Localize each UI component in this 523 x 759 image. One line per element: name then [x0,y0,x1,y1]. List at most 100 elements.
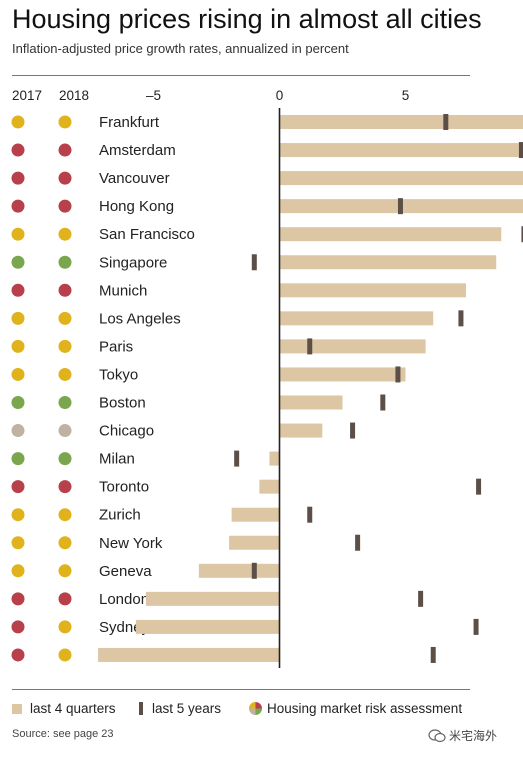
risk-dot-2018 [58,508,72,522]
legend-risk-label: Housing market risk assessment [267,701,463,716]
x-axis: –5051015 [146,88,410,668]
housing-chart: 2017 2018 Frankfurt Amsterdam Vancouver Hong… [11,88,523,668]
legend-item-ticks: last 5 years [139,701,221,716]
city-label: Singapore [99,254,167,271]
risk-dot-2017 [11,452,25,466]
tick-last-5-years [443,114,449,130]
legend-item-risk: Housing market risk assessment [249,701,462,716]
risk-dot-2018 [58,564,72,578]
chart-row: Toronto [11,478,482,496]
legend-bar-label: last 4 quarters [30,701,116,716]
risk-dot-2018 [58,143,72,157]
risk-dot-2018 [58,115,72,129]
bar-last-4-quarters [279,143,523,158]
bar-last-4-quarters [145,591,280,606]
chart-subtitle: Inflation-adjusted price growth rates, a… [12,41,349,56]
tick-last-5-years [350,422,356,439]
risk-dot-2017 [11,648,25,662]
risk-dot-2017 [11,311,25,325]
risk-dot-2018 [58,283,72,297]
tick-last-5-years [397,198,403,215]
risk-dot-2018 [58,227,72,241]
chart-row: Singapore [11,254,497,271]
risk-dot-2017 [11,339,25,353]
city-label: Paris [99,338,133,355]
risk-dot-2017 [11,143,25,157]
risk-dot-2017 [11,564,25,578]
bar-last-4-quarters [279,227,502,242]
tick-last-5-years [251,562,257,579]
risk-dot-2018 [58,536,72,550]
risk-dot-2018 [58,367,72,381]
top-rule [12,75,470,76]
column-headers: 2017 2018 [12,88,89,103]
risk-dot-2017 [11,171,25,185]
x-tick-label: –5 [146,88,161,103]
chart-row: Tokyo [11,366,406,383]
bar-last-4-quarters [259,479,280,494]
risk-dot-2018 [58,171,72,185]
bar-last-4-quarters [279,311,434,326]
chart-row: Stockholm [11,646,436,664]
chart-row: San Francisco [11,226,523,243]
tick-last-5-years [521,226,523,243]
city-label: New York [99,535,163,552]
chart-row: Zurich [11,506,313,524]
risk-dot-2018 [58,480,72,494]
x-tick-label: 0 [276,88,284,103]
tick-last-5-years [476,478,482,495]
chart-row: Milan [11,450,280,468]
chart-row: New York [11,534,361,552]
risk-dot-2017 [11,199,25,213]
chart-title: Housing prices rising in almost all citi… [12,4,482,34]
bar-last-4-quarters [279,423,323,438]
city-label: Milan [99,451,135,468]
city-label: Vancouver [99,170,170,187]
risk-dot-2018 [58,620,72,634]
bar-last-4-quarters [279,255,497,270]
risk-dot-2018 [58,311,72,325]
city-label: Munich [99,282,147,299]
chart-row: Frankfurt [11,114,523,131]
x-tick-label: 5 [402,88,410,103]
source-note: Source: see page 23 [12,728,114,740]
year-label-2018: 2018 [59,88,89,103]
tick-last-5-years [430,646,436,663]
bar-last-4-quarters [135,619,280,634]
chart-row: Hong Kong [11,198,523,215]
watermark: 米宅海外 [428,727,497,744]
legend-item-bars: last 4 quarters [12,701,116,716]
risk-dot-2017 [11,255,25,269]
risk-dot-2018 [58,255,72,269]
tick-last-5-years [251,254,257,271]
chart-row: Chicago [11,422,356,440]
tick-last-5-years [395,366,401,383]
bar-last-4-quarters [279,283,466,298]
tick-last-5-years [355,534,361,551]
bar-last-4-quarters [198,563,280,578]
chart-row: London [11,590,424,608]
risk-dot-2017 [11,424,25,438]
legend-bar-swatch [12,704,22,714]
risk-dot-2017 [11,227,25,241]
city-label: Toronto [99,479,149,496]
risk-dot-2018 [58,199,72,213]
watermark-text: 米宅海外 [449,729,498,743]
legend-tick-label: last 5 years [152,701,222,716]
risk-dot-2017 [11,508,25,522]
bar-last-4-quarters [269,451,280,466]
year-label-2017: 2017 [12,88,42,103]
risk-dot-2018 [58,452,72,466]
risk-dot-2018 [58,396,72,409]
risk-dot-2018 [58,648,72,662]
city-label: Tokyo [99,366,138,383]
city-label: Boston [99,395,146,412]
legend: last 4 quarters last 5 years Housing mar… [12,701,482,719]
legend-tick-swatch [139,702,143,715]
city-label: Zurich [99,507,141,524]
city-label: San Francisco [99,226,195,243]
risk-dot-2017 [11,396,25,409]
city-label: Los Angeles [99,310,181,327]
chart-row: Los Angeles [11,310,464,327]
tick-last-5-years [518,142,523,159]
